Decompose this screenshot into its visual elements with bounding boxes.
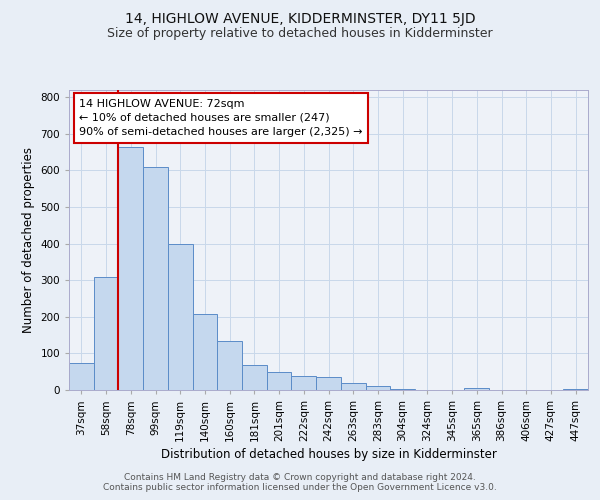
Bar (267, 372, 292, 390)
Bar (217, 340, 242, 390)
Text: Contains public sector information licensed under the Open Government Licence v3: Contains public sector information licen… (103, 484, 497, 492)
Text: 14 HIGHLOW AVENUE: 72sqm
← 10% of detached houses are smaller (247)
90% of semi-: 14 HIGHLOW AVENUE: 72sqm ← 10% of detach… (79, 99, 363, 137)
Bar (365, 386, 390, 390)
Bar (242, 365, 267, 390)
Bar (341, 382, 365, 390)
Bar (464, 388, 489, 390)
Bar (390, 389, 415, 390)
Bar (292, 376, 316, 390)
Text: Contains HM Land Registry data © Crown copyright and database right 2024.: Contains HM Land Registry data © Crown c… (124, 472, 476, 482)
Text: 14, HIGHLOW AVENUE, KIDDERMINSTER, DY11 5JD: 14, HIGHLOW AVENUE, KIDDERMINSTER, DY11 … (125, 12, 475, 26)
Text: Size of property relative to detached houses in Kidderminster: Size of property relative to detached ho… (107, 28, 493, 40)
Bar (563, 389, 588, 390)
Bar (94, 276, 118, 390)
X-axis label: Distribution of detached houses by size in Kidderminster: Distribution of detached houses by size … (161, 448, 496, 461)
Bar (193, 314, 217, 390)
Bar (69, 362, 94, 390)
Bar (316, 377, 341, 390)
Bar (168, 244, 193, 390)
Bar (143, 167, 168, 390)
Y-axis label: Number of detached properties: Number of detached properties (22, 147, 35, 333)
Bar (118, 146, 143, 390)
